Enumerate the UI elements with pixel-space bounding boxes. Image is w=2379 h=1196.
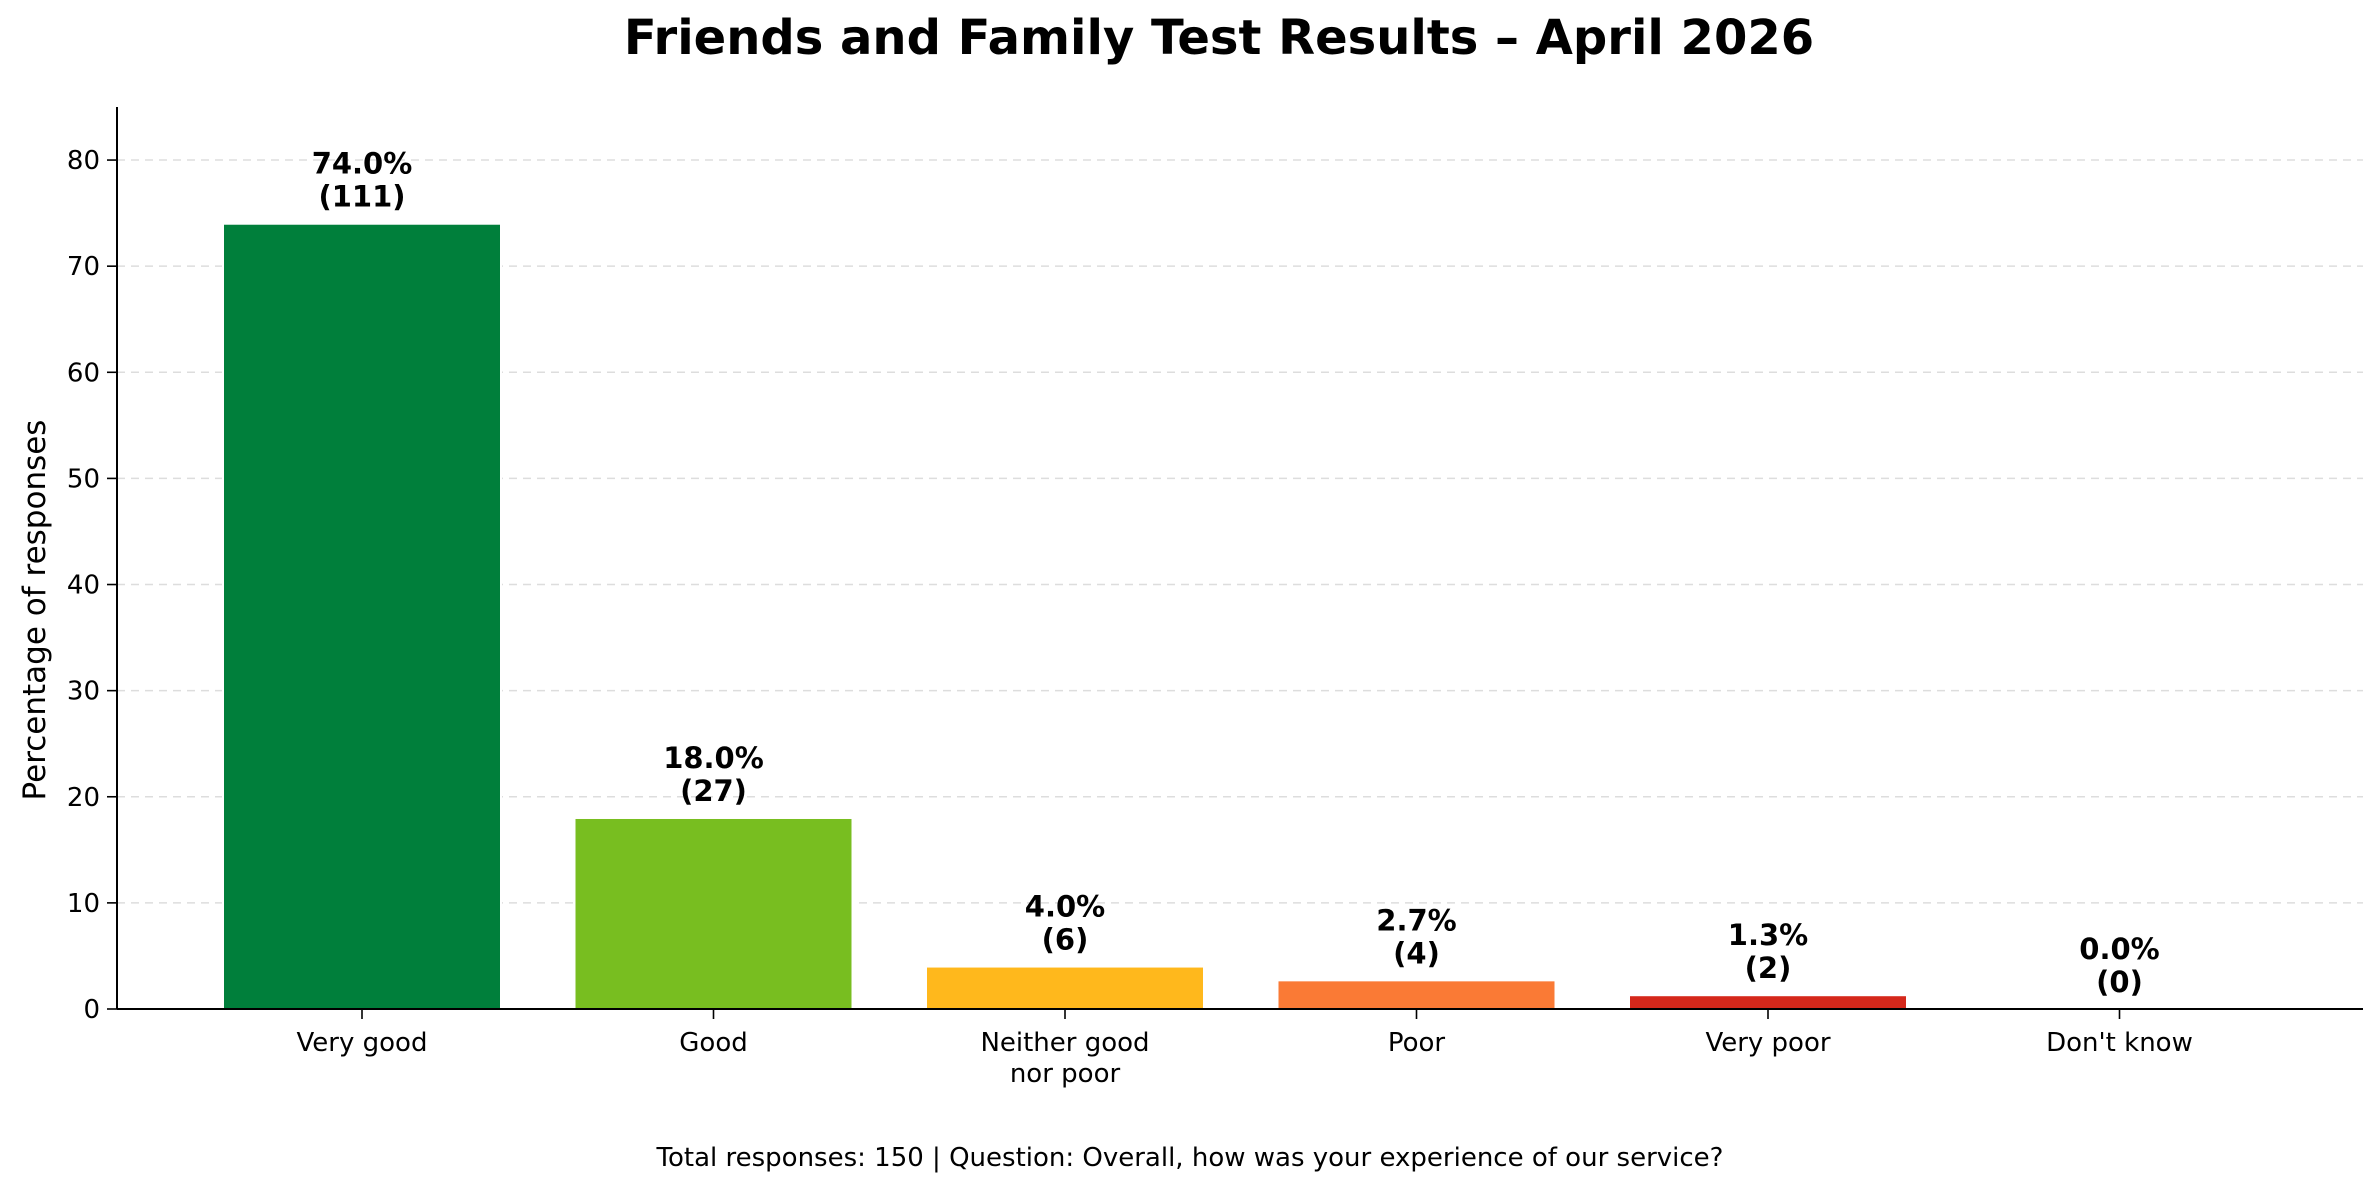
bar-value-label-4: 1.3% [1728,918,1808,952]
x-tick-label-3: Poor [1388,1028,1446,1058]
y-tick-label-1: 10 [67,889,100,919]
bar-value-label-5: 0.0% [2079,932,2159,966]
y-tick-label-6: 60 [67,358,100,388]
x-tick-label-0: Very good [297,1028,428,1058]
footnote: Total responses: 150 | Question: Overall… [656,1143,1724,1173]
bar-count-label-3: (4) [1393,936,1440,970]
y-tick-label-0: 0 [83,995,100,1025]
y-axis-label: Percentage of responses [17,420,53,801]
y-tick-label-3: 30 [67,677,100,707]
bar-value-label-3: 2.7% [1376,903,1456,937]
bar-2 [925,965,1205,1010]
gridlines [117,159,2363,904]
x-tick-label-5: Don't know [2046,1028,2193,1058]
y-tick-label-8: 80 [67,146,100,176]
bar-0 [222,222,502,1010]
bar-value-label-1: 18.0% [663,741,764,775]
bar-value-label-0: 74.0% [312,147,413,181]
bar-count-label-5: (0) [2096,965,2143,999]
x-tick-label-2: Neither good nor poor [980,1028,1149,1089]
x-tick-label-1: Good [679,1028,747,1058]
bar-1 [573,816,854,1010]
bar-labels: 74.0%(111) 18.0%(27) 4.0%(6) 2.7%(4) 1.3%(2)… [312,147,2160,999]
bar-count-label-4: (2) [1745,951,1792,985]
x-axis-ticks: Very good Good Neither good nor poor Poor Ver… [297,1009,2193,1089]
bar-4 [1628,994,1908,1011]
y-tick-label-5: 50 [67,464,100,494]
bar-value-label-2: 4.0% [1025,890,1105,924]
bar-count-label-2: (6) [1042,923,1089,957]
y-tick-label-7: 70 [67,252,100,282]
chart-title: Friends and Family Test Results – April … [624,10,1814,66]
y-tick-label-4: 40 [67,571,100,601]
bar-count-label-0: (111) [318,180,405,214]
bar-count-label-1: (27) [680,774,747,808]
axes [116,107,2363,1010]
bar-3 [1276,979,1557,1010]
y-axis-ticks: 0 10 20 30 40 50 60 70 80 [67,146,117,1025]
x-tick-label-4: Very poor [1705,1028,1830,1058]
y-tick-label-2: 20 [67,783,100,813]
